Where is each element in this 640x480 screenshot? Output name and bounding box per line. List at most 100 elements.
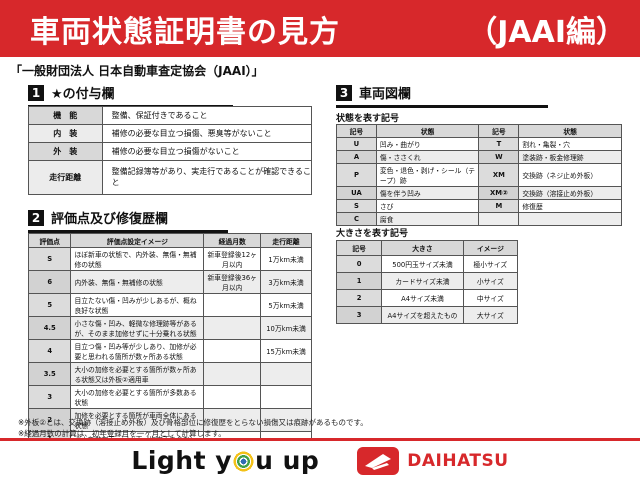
- months-cell: [203, 316, 262, 340]
- table-row: 4 目立つ傷・凹み等が少しあり、加修が必要と思われる箇所が数ヶ所ある状態 15万…: [27, 339, 312, 363]
- symbol-cell: T: [478, 137, 520, 151]
- table-header-row: 記号 大きさ イメージ: [335, 240, 519, 256]
- association-name: 「一般財団法人 日本自動車査定協会（JAAI）」: [10, 64, 264, 78]
- mileage-cell: 10万km未満: [260, 316, 312, 340]
- table-row: U 凹み・曲がり T 割れ・亀裂・穴: [336, 137, 622, 151]
- footer-brand-bar: Light y u up DAIHATSU: [0, 441, 640, 480]
- column-header: 大きさ: [381, 240, 464, 256]
- symbol-cell: P: [336, 163, 377, 187]
- state-symbols-table: 記号 状態 記号 状態 U 凹み・曲がり T 割れ・亀裂・穴 A 傷・ささくれ …: [336, 124, 622, 226]
- state-cell: [478, 212, 520, 226]
- grade-cell: 4: [27, 339, 72, 363]
- section3-header: 3 車両図欄: [336, 83, 548, 108]
- image-cell: 極小サイズ: [462, 255, 519, 273]
- d-arrow-glyph: [365, 453, 392, 470]
- column-header: 評価点: [27, 233, 72, 248]
- grade-cell: 4.5: [27, 316, 72, 340]
- table-row: A 傷・ささくれ W 塗装跡・板金修理跡: [336, 150, 622, 164]
- table-row: 1 カードサイズ未満 小サイズ: [335, 272, 519, 290]
- section2-number-badge: 2: [28, 209, 44, 226]
- grade-desc-cell: 大小の加修を必要とする箇所が数ヶ所ある状態又は外板②適用車: [70, 362, 205, 386]
- months-cell: [203, 339, 262, 363]
- table-row: 3.5 大小の加修を必要とする箇所が数ヶ所ある状態又は外板②適用車: [27, 362, 312, 386]
- image-cell: 大サイズ: [462, 306, 519, 324]
- state-cell: 割れ・亀裂・穴: [518, 137, 622, 151]
- criteria-label: 走行距離: [28, 159, 103, 196]
- criteria-value: 補修の必要な目立つ損傷、悪臭等がないこと: [101, 123, 313, 143]
- state-cell: 交換跡（ネジ止め外板）: [518, 163, 622, 187]
- section1-title: ★の付与欄: [51, 87, 115, 102]
- state-cell: 傷・ささくれ: [375, 150, 480, 164]
- size-cell: A4サイズを超えたもの: [381, 306, 464, 324]
- symbol-cell: M: [478, 199, 520, 213]
- column-header: イメージ: [462, 240, 519, 256]
- table-row: 3 A4サイズを超えたもの 大サイズ: [335, 306, 519, 324]
- state-cell: [518, 212, 622, 226]
- slogan-text-right: u up: [255, 446, 320, 475]
- section3-number-badge: 3: [336, 84, 352, 101]
- state-cell: 傷を伴う凹み: [375, 186, 480, 200]
- page-title-edition: （JAAI編）: [467, 14, 626, 50]
- symbol-cell: U: [336, 137, 377, 151]
- table-row: 4.5 小さな傷・凹み、軽微な修理跡等があるが、そのまま加修せずに十分乗れる状態…: [27, 316, 312, 340]
- grade-history-table: 評価点 評価点設定イメージ 経過月数 走行距離 S ほぼ新車の状態で、内外装、無…: [27, 233, 312, 460]
- page-title: 車両状態証明書の見方: [30, 14, 340, 50]
- symbol-cell: S: [336, 199, 377, 213]
- divider: [0, 438, 640, 441]
- size-symbols-table: 記号 大きさ イメージ 0 500円玉サイズ未満 極小サイズ 1 カードサイズ未…: [335, 240, 519, 324]
- star-criteria-table: 機 能 整備、保証付きであること 内 装 補修の必要な目立つ損傷、悪臭等がないこ…: [28, 106, 313, 196]
- symbol-cell: 0: [335, 255, 383, 273]
- grade-cell: 3: [27, 385, 72, 409]
- table-row: 機 能 整備、保証付きであること: [28, 106, 313, 125]
- size-cell: 500円玉サイズ未満: [381, 255, 464, 273]
- mileage-cell: 1万km未満: [260, 247, 312, 271]
- symbol-cell: XM②: [478, 186, 520, 200]
- state-cell: 腐食: [375, 212, 480, 226]
- months-cell: [203, 293, 262, 317]
- grade-cell: 3.5: [27, 362, 72, 386]
- criteria-label: 外 装: [28, 141, 103, 161]
- multicolor-ring-icon: [233, 451, 255, 472]
- section2-header: 2 評価点及び修復歴欄: [28, 208, 228, 233]
- table-row: 内 装 補修の必要な目立つ損傷、悪臭等がないこと: [28, 123, 313, 143]
- symbol-cell: A: [336, 150, 377, 164]
- footnotes: ※外板②とは、交換跡（溶接止め外板）及び骨格部位に修復歴をとらない損傷又は痕跡が…: [18, 418, 368, 440]
- grade-desc-cell: 内外装、無傷・無補修の状態: [70, 270, 205, 294]
- grade-cell: S: [27, 247, 72, 271]
- section1-number-badge: 1: [28, 84, 44, 101]
- months-cell: [203, 408, 262, 432]
- column-header: 経過月数: [203, 233, 262, 248]
- grade-desc-cell: 小さな傷・凹み、軽微な修理跡等があるが、そのまま加修せずに十分乗れる状態: [70, 316, 205, 340]
- table-row: 6 内外装、無傷・無補修の状態 新車登録後36ヶ月以内 3万km未満: [27, 270, 312, 294]
- table-row: UA 傷を伴う凹み XM② 交換跡（溶接止め外板）: [336, 186, 622, 200]
- symbol-cell: W: [478, 150, 520, 164]
- table-row: P 変色・退色・剥げ・シール（テープ）跡 XM 交換跡（ネジ止め外板）: [336, 163, 622, 187]
- grade-desc-cell: ほぼ新車の状態で、内外装、無傷・無補修の状態: [70, 247, 205, 271]
- size-symbols-caption: 大きさを表す記号: [336, 229, 409, 239]
- grade-desc-cell: 大小の加修を必要とする箇所が多数ある状態: [70, 385, 205, 409]
- column-header: 状態: [518, 124, 622, 138]
- table-row: C 腐食: [336, 212, 622, 226]
- state-cell: 交換跡（溶接止め外板）: [518, 186, 622, 200]
- title-banner: 車両状態証明書の見方 （JAAI編）: [0, 0, 640, 57]
- column-header: 走行距離: [260, 233, 312, 248]
- state-cell: 塗装跡・板金修理跡: [518, 150, 622, 164]
- grade-cell: 6: [27, 270, 72, 294]
- mileage-cell: [260, 362, 312, 386]
- daihatsu-logo: DAIHATSU: [357, 446, 508, 475]
- table-row: S さび M 修復歴: [336, 199, 622, 213]
- section3-title: 車両図欄: [359, 87, 412, 102]
- criteria-value: 整備、保証付きであること: [101, 106, 313, 125]
- column-header: 記号: [478, 124, 520, 138]
- slogan-text-left: Light y: [131, 446, 233, 475]
- grade-desc-cell: 目立つ傷・凹み等が少しあり、加修が必要と思われる箇所が数ヶ所ある状態: [70, 339, 205, 363]
- mileage-cell: [260, 385, 312, 409]
- months-cell: 新車登録後36ヶ月以内: [203, 270, 262, 294]
- months-cell: 新車登録後12ヶ月以内: [203, 247, 262, 271]
- symbol-cell: 3: [335, 306, 383, 324]
- column-header: 記号: [336, 124, 377, 138]
- months-cell: [203, 385, 262, 409]
- section2-title: 評価点及び修復歴欄: [51, 212, 169, 227]
- column-header: 評価点設定イメージ: [70, 233, 205, 248]
- section1-header: 1 ★の付与欄: [28, 83, 233, 108]
